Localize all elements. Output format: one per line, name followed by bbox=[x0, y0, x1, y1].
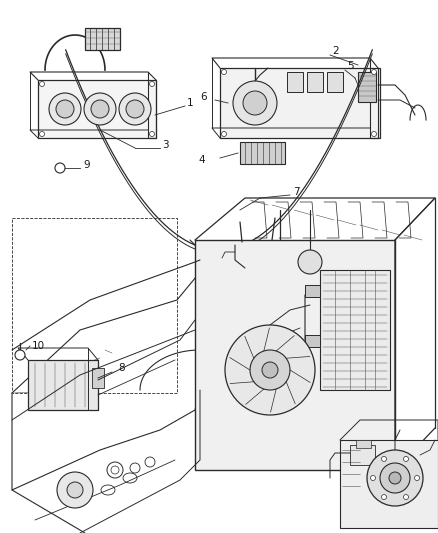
Bar bbox=[287, 72, 303, 92]
Circle shape bbox=[381, 456, 386, 462]
Circle shape bbox=[91, 100, 109, 118]
Text: 2: 2 bbox=[332, 46, 339, 56]
Ellipse shape bbox=[101, 485, 115, 495]
Circle shape bbox=[414, 475, 420, 481]
Bar bbox=[85, 28, 120, 50]
Circle shape bbox=[57, 472, 93, 508]
Bar bbox=[320, 270, 390, 390]
Bar bbox=[220, 68, 380, 138]
Bar bbox=[92, 368, 104, 388]
Text: 7: 7 bbox=[293, 187, 300, 197]
Circle shape bbox=[39, 132, 45, 136]
Circle shape bbox=[145, 457, 155, 467]
Circle shape bbox=[55, 163, 65, 173]
Circle shape bbox=[371, 69, 377, 75]
Circle shape bbox=[389, 472, 401, 484]
Circle shape bbox=[130, 463, 140, 473]
Circle shape bbox=[403, 456, 409, 462]
Circle shape bbox=[119, 93, 151, 125]
Text: 9: 9 bbox=[83, 160, 90, 170]
Bar bbox=[12, 218, 177, 393]
Text: 8: 8 bbox=[118, 363, 125, 373]
Circle shape bbox=[367, 450, 423, 506]
Bar bbox=[305, 335, 320, 347]
Circle shape bbox=[49, 93, 81, 125]
Circle shape bbox=[298, 250, 322, 274]
Circle shape bbox=[149, 82, 155, 86]
Circle shape bbox=[15, 350, 25, 360]
Circle shape bbox=[381, 495, 386, 499]
Circle shape bbox=[225, 325, 315, 415]
Circle shape bbox=[67, 482, 83, 498]
Circle shape bbox=[84, 93, 116, 125]
Circle shape bbox=[149, 132, 155, 136]
Circle shape bbox=[380, 463, 410, 493]
Text: 5: 5 bbox=[347, 61, 353, 71]
Circle shape bbox=[250, 350, 290, 390]
Bar bbox=[305, 285, 320, 297]
Circle shape bbox=[371, 132, 377, 136]
Circle shape bbox=[111, 466, 119, 474]
Bar bbox=[28, 360, 98, 410]
Text: 1: 1 bbox=[187, 98, 194, 108]
Circle shape bbox=[243, 91, 267, 115]
Bar bbox=[195, 240, 395, 470]
Circle shape bbox=[222, 69, 226, 75]
Bar bbox=[240, 142, 285, 164]
Text: 10: 10 bbox=[32, 341, 45, 351]
Circle shape bbox=[56, 100, 74, 118]
Circle shape bbox=[371, 475, 375, 481]
Bar bbox=[307, 72, 323, 92]
Circle shape bbox=[126, 100, 144, 118]
Circle shape bbox=[39, 82, 45, 86]
Bar bbox=[358, 72, 376, 102]
Circle shape bbox=[107, 462, 123, 478]
Ellipse shape bbox=[123, 473, 137, 483]
Text: 6: 6 bbox=[200, 92, 207, 102]
Bar bbox=[327, 72, 343, 92]
Bar bbox=[340, 440, 438, 528]
Circle shape bbox=[403, 495, 409, 499]
Bar bbox=[356, 440, 371, 448]
Bar bbox=[38, 80, 156, 138]
Text: 3: 3 bbox=[162, 140, 169, 150]
Text: 4: 4 bbox=[198, 155, 205, 165]
Circle shape bbox=[233, 81, 277, 125]
Bar bbox=[350, 445, 375, 465]
Circle shape bbox=[222, 132, 226, 136]
Circle shape bbox=[262, 362, 278, 378]
